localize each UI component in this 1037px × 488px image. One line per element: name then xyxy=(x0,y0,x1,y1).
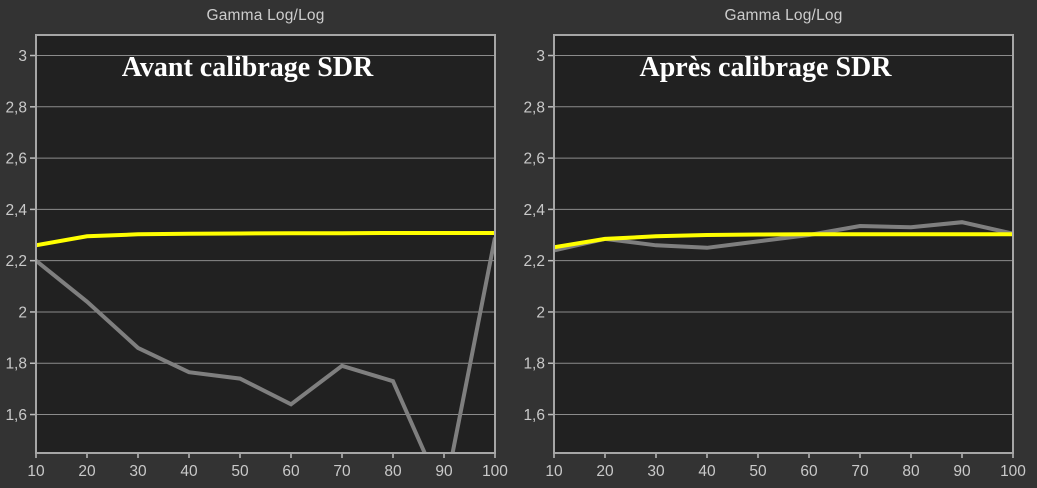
series-line-measured xyxy=(554,220,1013,253)
x-tick-label: 60 xyxy=(800,463,818,480)
chart-canvas-avant: 1,6 1,8 2 2,2 2,4 2,6 2,8 3 10 20 30 40 50 60 70 80 90 10… xyxy=(5,34,508,480)
plot-background xyxy=(36,35,495,453)
y-tick-label: 2,4 xyxy=(523,202,545,219)
y-tick-label: 2,8 xyxy=(5,99,27,116)
x-tick-label: 90 xyxy=(953,463,971,480)
y-tick-label: 2 xyxy=(18,304,27,321)
chart-title: Gamma Log/Log xyxy=(206,7,325,24)
x-tick-label: 50 xyxy=(231,463,249,480)
x-tick-label: 40 xyxy=(180,463,198,480)
y-tick-label: 3 xyxy=(18,48,27,65)
x-tick-label: 100 xyxy=(482,463,508,480)
y-tick-label: 2,2 xyxy=(523,253,545,270)
x-tick-label: 10 xyxy=(545,463,563,480)
plot-border xyxy=(553,34,1014,454)
x-tick-label: 90 xyxy=(435,463,453,480)
x-tick-label: 30 xyxy=(647,463,665,480)
x-tick-label: 80 xyxy=(902,463,920,480)
chart-panel-apres: Gamma Log/Log Après calibrage SDR 1,6 1,8… xyxy=(518,0,1037,488)
x-tick-label: 70 xyxy=(851,463,869,480)
y-tick-label: 2,4 xyxy=(5,202,27,219)
annotation-avant-calibrage: Avant calibrage SDR xyxy=(121,52,374,83)
x-tick-label: 10 xyxy=(27,463,45,480)
x-tick-label: 60 xyxy=(282,463,300,480)
y-tick-label: 1,8 xyxy=(5,356,27,373)
x-tick-label: 40 xyxy=(698,463,716,480)
y-tick-label: 1,8 xyxy=(523,356,545,373)
chart-title: Gamma Log/Log xyxy=(724,7,843,24)
y-tick-label: 3 xyxy=(536,48,545,65)
y-tick-label: 2,8 xyxy=(523,99,545,116)
x-tick-label: 70 xyxy=(333,463,351,480)
x-tick-label: 20 xyxy=(78,463,96,480)
chart-canvas-apres: 1,6 1,8 2 2,2 2,4 2,6 2,8 3 10 20 30 40 50 60 70 80 90 10… xyxy=(523,34,1026,480)
y-tick-label: 2,6 xyxy=(523,151,545,168)
y-tick-label: 2,6 xyxy=(5,151,27,168)
x-tick-label: 30 xyxy=(129,463,147,480)
y-tick-label: 1,6 xyxy=(523,407,545,424)
series-line-measured xyxy=(36,237,495,453)
x-tick-label: 80 xyxy=(384,463,402,480)
chart-panel-avant: Gamma Log/Log Avant calibrage SDR 1,6 1,8… xyxy=(0,0,518,488)
y-tick-label: 2,2 xyxy=(5,253,27,270)
x-tick-label: 100 xyxy=(1000,463,1026,480)
series-line-reference xyxy=(36,231,495,248)
x-tick-label: 20 xyxy=(596,463,614,480)
y-tick-label: 1,6 xyxy=(5,407,27,424)
plot-border xyxy=(35,34,496,454)
series-line-reference xyxy=(554,232,1013,250)
x-tick-label: 50 xyxy=(749,463,767,480)
annotation-apres-calibrage: Après calibrage SDR xyxy=(639,52,892,83)
plot-background xyxy=(554,35,1013,453)
y-tick-label: 2 xyxy=(536,304,545,321)
